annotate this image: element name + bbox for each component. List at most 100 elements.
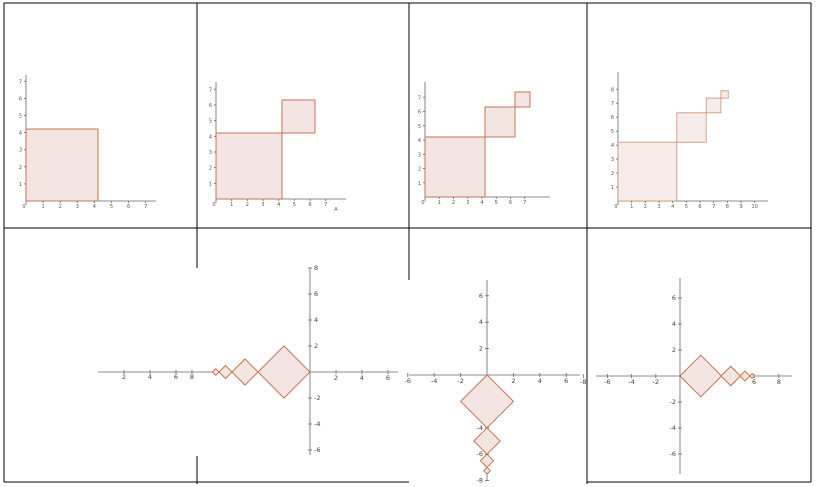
y-tick-label: -2 [670,398,676,406]
x-tick-label: 1 [630,204,633,210]
square-2 [484,106,516,138]
x-tick-label: 4 [671,204,674,210]
bottom-panel-2: 2 4 6 8 6 4 2 -2 -4 -6 [197,264,398,455]
y-tick-label: 3 [418,152,421,158]
y-tick-label: 4 [19,131,22,137]
square-3 [514,91,531,108]
y-tick-label: 7 [209,87,212,93]
bottom-panel-1: 2 4 6 8 [98,370,197,381]
x-tick-label: 4 [360,374,364,382]
y-tick-label: -6 [670,450,676,458]
y-tick-label: 1 [418,181,421,187]
x-tick-label: -6 [604,378,610,386]
x-tick-label: 6 [752,378,756,386]
x-tick-label: 2 [334,374,338,382]
x-tick-label: 2 [246,202,249,208]
diamond-3 [739,370,751,382]
x-tick-label: 4 [277,202,280,208]
y-tick-label: 5 [611,129,614,135]
top-panel-1: 1 2 3 4 5 6 7 0 1 2 3 4 5 6 7 [19,75,156,210]
x-tick-label: 5 [110,204,113,210]
x-tick-label: 4 [148,373,152,381]
x-tick-label: 8 [777,378,781,386]
x-tick-label: 3 [466,200,469,206]
x-tick-label: 0 [22,204,25,210]
y-tick-label: 4 [611,143,614,149]
x-tick-label: 5 [685,204,688,210]
x-tick-label: 8 [726,204,729,210]
y-tick-label: 6 [314,290,318,298]
x-tick-label: 6 [698,204,701,210]
diamond-4 [211,368,220,376]
y-tick-label: 1 [209,181,212,187]
bottom-panels: 2 4 6 8 2 4 6 8 6 4 2 -2 -4 -6 -6 -4 -2 2 4 6 6 4 2 -2 -4 -6 -8 -8 -… [98,264,792,485]
y-tick-label: 7 [19,79,22,85]
x-tick-label: -4 [431,377,437,385]
y-tick-label: 2 [314,342,318,350]
x-axis-label: A [334,207,338,213]
square-3 [705,97,722,114]
x-tick-label: 1 [438,200,441,206]
x-tick-label: -6 [405,377,411,385]
y-tick-label: 2 [19,165,22,171]
x-tick-label: 4 [93,204,96,210]
y-tick-label: 6 [479,292,483,300]
x-tick-label: 6 [564,377,568,385]
x-tick-label: 6 [308,202,311,208]
x-tick-label: 5 [293,202,296,208]
square-1 [617,141,678,202]
x-tick-label: 3 [76,204,79,210]
diamond-2 [720,365,742,387]
square-1 [424,136,486,198]
top-panel-3: 1 2 3 4 5 6 7 0 1 2 3 4 5 6 7 [418,82,550,206]
y-tick-label: 5 [418,124,421,130]
square-1 [215,132,283,200]
diamond-4 [748,372,756,380]
x-tick-label: 6 [386,374,390,382]
x-tick-label: 5 [495,200,498,206]
diamond-3 [218,364,233,380]
y-tick-label: 1 [19,182,22,188]
x-tick-label: 10 [752,204,758,210]
y-tick-label: 8 [611,87,614,93]
y-tick-label: 3 [19,148,22,154]
x-tick-label: 4 [538,377,542,385]
x-tick-label: 3 [657,204,660,210]
top-panel-2: 1 2 3 4 5 6 7 0 1 2 3 4 5 6 7 A [209,82,346,213]
y-tick-label: -4 [670,424,676,432]
y-tick-label: 4 [314,316,318,324]
top-panel-4: 1 2 3 4 5 6 7 8 9 10 0 1 2 3 4 5 6 7 8 [611,72,768,210]
x-tick-label: 4 [480,200,483,206]
x-tick-label: -2 [457,377,463,385]
y-tick-label: 4 [209,134,212,140]
x-tick-label: 2 [644,204,647,210]
x-tick-label: 2 [511,377,515,385]
diamond-4 [482,466,492,475]
y-tick-label: 7 [611,101,614,107]
y-tick-label: 1 [611,185,614,191]
x-tick-label: 2 [122,373,126,381]
y-tick-label: 6 [209,103,212,109]
y-tick-label: 6 [418,110,421,116]
x-tick-label: 0 [614,204,617,210]
y-tick-label: 2 [479,345,483,353]
x-tick-label: 1 [42,204,45,210]
x-tick-label: 6 [174,373,178,381]
x-tick-label: -4 [628,378,634,386]
square-4 [720,90,729,99]
x-tick-label: 2 [452,200,455,206]
y-tick-label: 6 [611,115,614,121]
x-tick-label: 3 [261,202,264,208]
y-tick-label: 4 [672,320,676,328]
y-tick-label: -4 [314,420,320,428]
x-tick-label: 9 [739,204,742,210]
y-tick-label: 3 [611,157,614,163]
y-tick-label: 2 [611,171,614,177]
x-tick-label: 8 [190,373,194,381]
x-tick-label: 6 [509,200,512,206]
panel-grid [3,2,812,484]
diamond-1 [679,354,723,398]
x-tick-label: 0 [212,202,215,208]
diamond-2 [231,358,259,386]
